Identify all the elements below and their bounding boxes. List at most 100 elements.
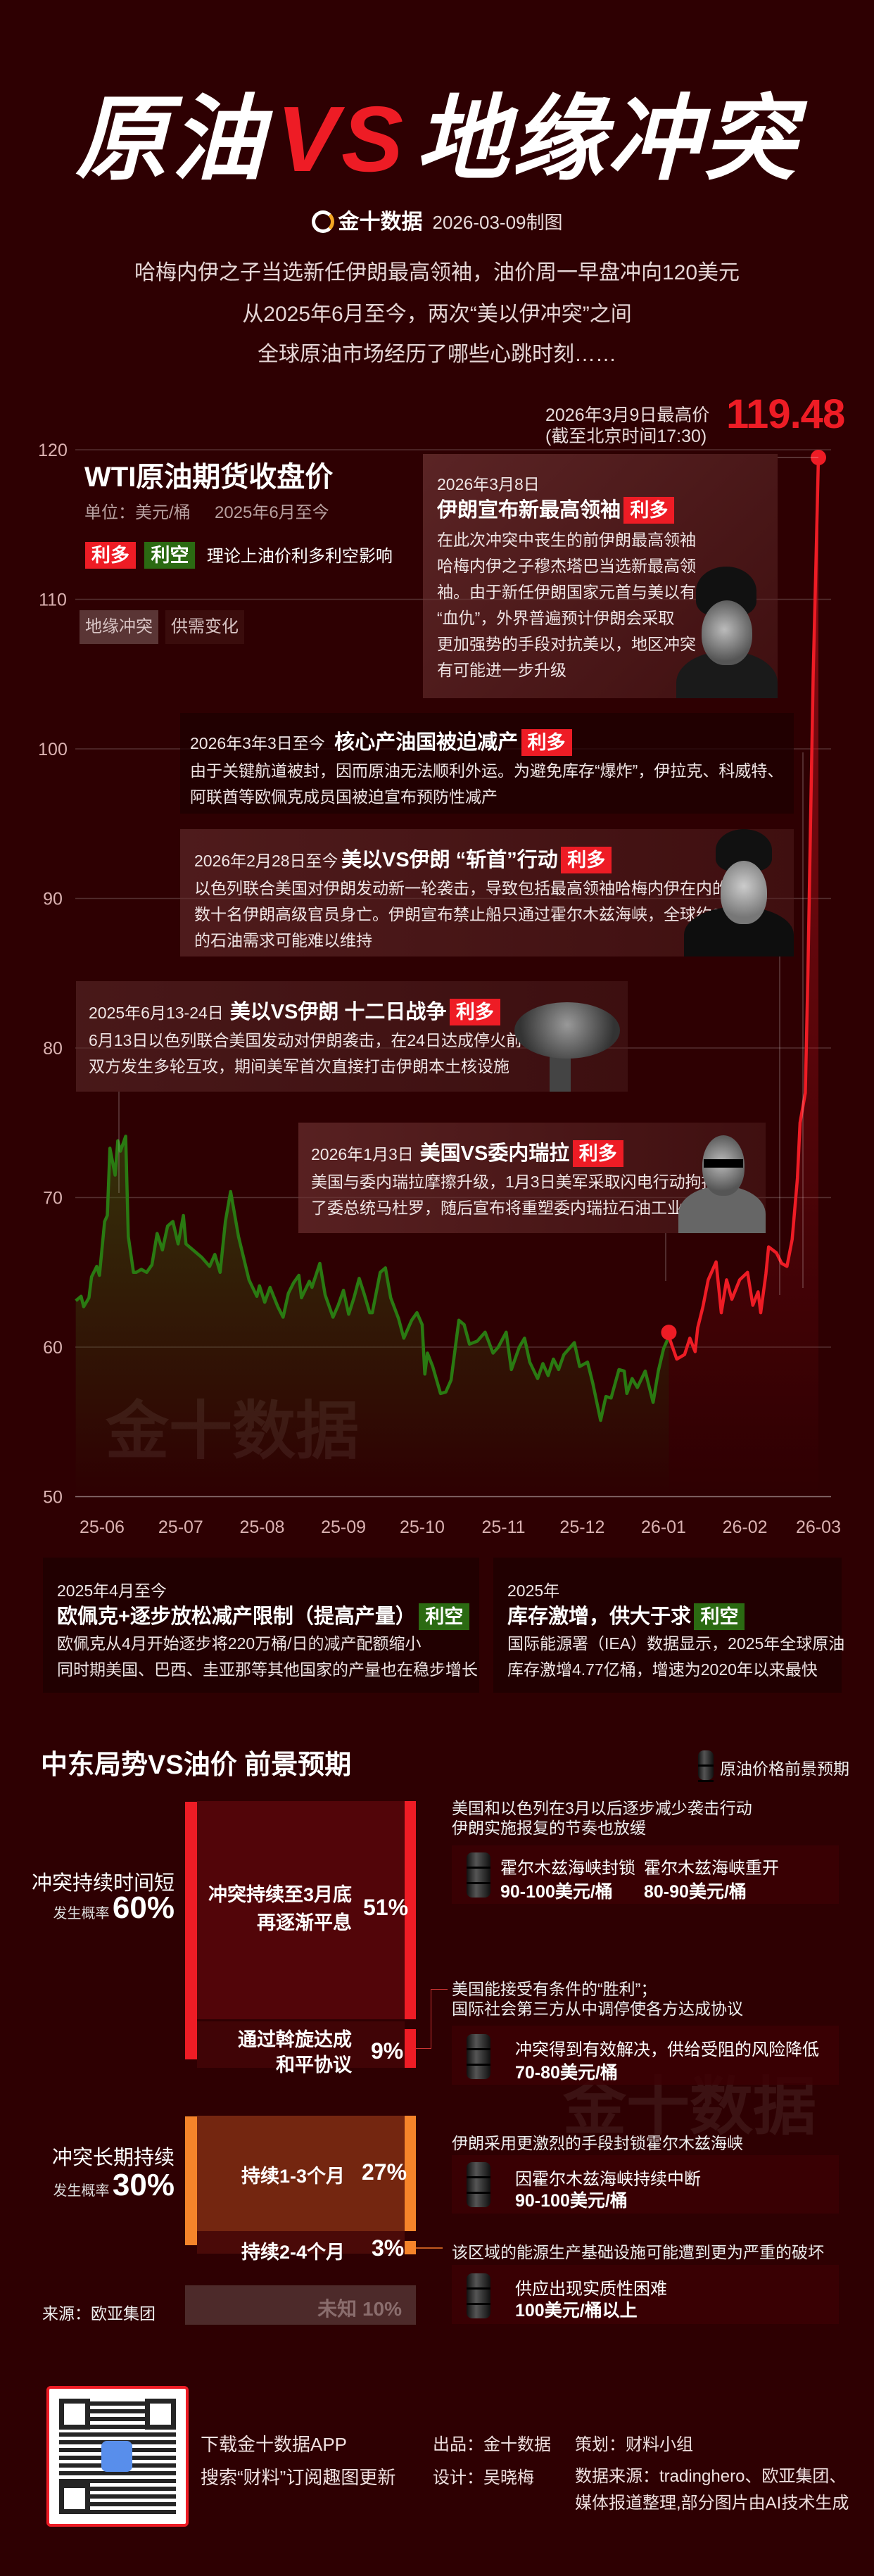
x-tick-label: 26-01 bbox=[641, 1517, 686, 1537]
x-tick-label: 25-11 bbox=[481, 1517, 525, 1537]
event-card-decapitation-strike: 2026年2月28日至今 美以VS伊朗 “斩首”行动 利多 以色列联合美国对伊朗… bbox=[180, 829, 794, 956]
event-body: 国际能源署（IEA）数据显示，2025年全球原油 库存激增4.77亿桶，增速为20… bbox=[507, 1634, 845, 1679]
event-title-row: 2025年6月13-24日 美以VS伊朗 十二日战争 利多 bbox=[89, 995, 500, 1025]
legend-bull: 利多 bbox=[85, 542, 136, 569]
event-tag: 利多 bbox=[521, 729, 572, 756]
branch-block-27 bbox=[197, 2116, 405, 2231]
price-range: 90-100美元/桶 bbox=[515, 2191, 628, 2211]
price-range: 100美元/桶以上 bbox=[515, 2301, 638, 2321]
x-tick-label: 25-06 bbox=[80, 1517, 125, 1537]
branch-pct-3: 3% bbox=[372, 2235, 405, 2261]
outlook-legend: 原油价格前景预期 bbox=[720, 1760, 849, 1778]
note-9: 美国能接受有条件的“胜利”； 国际社会第三方从中调停使各方达成协议 bbox=[452, 1980, 743, 2018]
branch-label-3: 持续2-4个月 bbox=[241, 2242, 346, 2263]
barrel-icon bbox=[467, 2273, 490, 2318]
event-date: 2026年2月28日至今 bbox=[194, 852, 338, 870]
price-before-line bbox=[75, 1135, 671, 1422]
outlook-source: 来源：欧亚集团 bbox=[42, 2304, 156, 2323]
price-scenario: 霍尔木兹海峡重开 bbox=[644, 1859, 779, 1878]
price-before-area bbox=[75, 1136, 669, 1496]
long-conflict-bar bbox=[185, 2116, 197, 2245]
connector-line bbox=[416, 2048, 431, 2049]
event-title-row: 伊朗宣布新最高领袖 利多 bbox=[437, 493, 675, 524]
price-box-51: 霍尔木兹海峡封锁 90-100美元/桶 霍尔木兹海峡重开 80-90美元/桶 bbox=[452, 1845, 839, 1904]
branch-pct-27: 27% bbox=[362, 2159, 407, 2185]
event-title: 库存激增，供大于求 bbox=[507, 1605, 692, 1628]
event-title: 美国VS委内瑞拉 bbox=[419, 1142, 570, 1165]
price-scenario: 冲突得到有效解决，供给受阻的风险降低 bbox=[515, 2040, 819, 2059]
event-tag: 利空 bbox=[419, 1603, 470, 1630]
branch-pct-9: 9% bbox=[371, 2038, 404, 2064]
peak-value: 119.48 bbox=[726, 391, 845, 437]
intro-line-2: 从2025年6月至今，两次“美以伊冲突”之间 bbox=[242, 303, 632, 326]
connector-line bbox=[431, 1989, 448, 1990]
event-date: 2026年3年3日至今 bbox=[190, 734, 325, 752]
event-card-venezuela: 2026年1月3日 美国VS委内瑞拉 利多 美国与委内瑞拉摩擦升级，1月3日美军… bbox=[298, 1123, 766, 1233]
branch-block-9 bbox=[197, 2021, 405, 2068]
y-tick-label: 120 bbox=[38, 441, 68, 460]
event-body: 欧佩克从4月开始逐步将220万桶/日的减产配额缩小 同时期美国、巴西、圭亚那等其他… bbox=[57, 1634, 478, 1679]
filter-geopolitics[interactable]: 地缘冲突 bbox=[80, 610, 158, 644]
branch-pct-51: 51% bbox=[363, 1895, 409, 1920]
x-tick-label: 25-10 bbox=[400, 1517, 445, 1537]
event-title-row: 2026年2月28日至今 美以VS伊朗 “斩首”行动 利多 bbox=[194, 843, 612, 873]
event-body: 美国与委内瑞拉摩擦升级，1月3日美军采取闪电行动拘捕 了委总统马杜罗，随后宣布将重… bbox=[311, 1173, 718, 1217]
event-tag: 利多 bbox=[561, 847, 612, 873]
y-tick-label: 80 bbox=[43, 1039, 63, 1059]
event-card-new-leader: 2026年3月8日 伊朗宣布新最高领袖 利多 在此次冲突中丧生的前伊朗最高领袖哈… bbox=[423, 454, 778, 698]
footer-producer: 出品：金十数据 bbox=[433, 2435, 551, 2454]
price-range: 80-90美元/桶 bbox=[644, 1882, 747, 1902]
filter-supply-demand[interactable]: 供需变化 bbox=[165, 610, 244, 644]
price-box-3: 供应出现实质性困难 100美元/桶以上 bbox=[452, 2265, 839, 2324]
event-date: 2025年6月13-24日 bbox=[89, 1004, 224, 1022]
watermark-logo: 金十数据 bbox=[106, 1396, 359, 1467]
event-tag: 利多 bbox=[449, 999, 500, 1025]
event-body: 在此次冲突中丧生的前伊朗最高领袖 哈梅内伊之子穆杰塔巴当选新最高领 袖。由于新任伊朗… bbox=[437, 531, 696, 679]
branch-label-51: 冲突持续至3月底 再逐渐平息 bbox=[208, 1884, 352, 1933]
peak-label: 2026年3月9日最高价 bbox=[545, 405, 710, 425]
y-tick-label: 90 bbox=[43, 890, 63, 909]
price-box-9: 冲突得到有效解决，供给受阻的风险降低 70-80美元/桶 bbox=[452, 2026, 839, 2085]
price-scenario: 霍尔木兹海峡封锁 bbox=[500, 1859, 635, 1878]
event-card-production-cut: 2026年3年3日至今 核心产油国被迫减产 利多 由于关键航道被封，因而原油无法… bbox=[180, 713, 794, 814]
footer-designer: 设计：吴晓梅 bbox=[433, 2468, 534, 2487]
barrel-icon bbox=[467, 2034, 490, 2079]
y-tick-label: 110 bbox=[39, 591, 67, 610]
y-tick-label: 50 bbox=[43, 1488, 63, 1508]
event-date: 2026年1月3日 bbox=[311, 1145, 414, 1163]
short-conflict-label: 冲突持续时间短 bbox=[31, 1872, 175, 1895]
x-tick-label: 25-09 bbox=[321, 1517, 366, 1537]
note-27: 伊朗采用更激烈的手段封锁霍尔木兹海峡 bbox=[452, 2134, 743, 2152]
legend-desc: 理论上油价利多利空影响 bbox=[206, 547, 393, 566]
portrait-maduro-icon bbox=[678, 1130, 766, 1233]
portrait-khamenei-icon bbox=[677, 829, 794, 956]
branch-bar-27 bbox=[405, 2116, 416, 2231]
qr-pattern bbox=[59, 2399, 176, 2514]
legend: 利多 利空 理论上油价利多利空影响 bbox=[85, 542, 393, 569]
mushroom-cloud-icon bbox=[511, 1002, 627, 1092]
note-51: 美国和以色列在3月以后逐步减少袭击行动 伊朗实施报复的节奏也放缓 bbox=[452, 1799, 752, 1837]
event-date: 2026年3月8日 bbox=[437, 475, 540, 493]
short-conflict-prob: 发生概率 60% bbox=[53, 1890, 175, 1925]
x-tick-label: 25-12 bbox=[559, 1517, 604, 1537]
chart-title: WTI原油期货收盘价 bbox=[84, 462, 334, 493]
price-scenario: 供应出现实质性困难 bbox=[515, 2280, 667, 2299]
event-tag: 利空 bbox=[694, 1603, 745, 1630]
branch-block-51 bbox=[197, 1801, 405, 2019]
price-after-area bbox=[669, 457, 818, 1496]
event-title-row: 2026年3年3日至今 核心产油国被迫减产 利多 bbox=[190, 726, 572, 756]
event-date: 2025年 bbox=[507, 1581, 560, 1600]
price-range: 70-80美元/桶 bbox=[515, 2063, 618, 2083]
barrel-icon bbox=[698, 1750, 714, 1782]
event-body: 以色列联合美国对伊朗发动新一轮袭击，导致包括最高领袖哈梅内伊在内的 数十名伊朗高级… bbox=[194, 879, 745, 949]
note-3: 该区域的能源生产基础设施可能遭到更为严重的破坏 bbox=[452, 2243, 824, 2261]
chart-date: 2026-03-09制图 bbox=[432, 212, 563, 233]
legend-bear: 利空 bbox=[144, 542, 196, 569]
peak-dot bbox=[811, 450, 827, 466]
title-vs: VS bbox=[276, 87, 407, 191]
footer-search: 搜索“财料”订阅趣图更新 bbox=[201, 2467, 396, 2488]
footer-app: 下载金十数据APP bbox=[201, 2434, 348, 2455]
long-conflict-label: 冲突长期持续 bbox=[51, 2147, 175, 2169]
download-qr-code[interactable] bbox=[46, 2386, 189, 2527]
brand-logo-icon bbox=[311, 210, 334, 233]
